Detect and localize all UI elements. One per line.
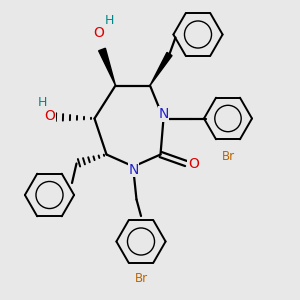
Text: Br: Br: [221, 149, 235, 163]
Text: H: H: [37, 95, 47, 109]
Text: O: O: [188, 157, 199, 170]
Text: H: H: [105, 14, 114, 27]
Polygon shape: [150, 52, 172, 86]
Text: Br: Br: [134, 272, 148, 286]
Text: N: N: [158, 107, 169, 121]
Text: O: O: [44, 109, 55, 122]
Text: O: O: [94, 26, 104, 40]
Text: N: N: [128, 163, 139, 176]
Polygon shape: [99, 48, 116, 86]
